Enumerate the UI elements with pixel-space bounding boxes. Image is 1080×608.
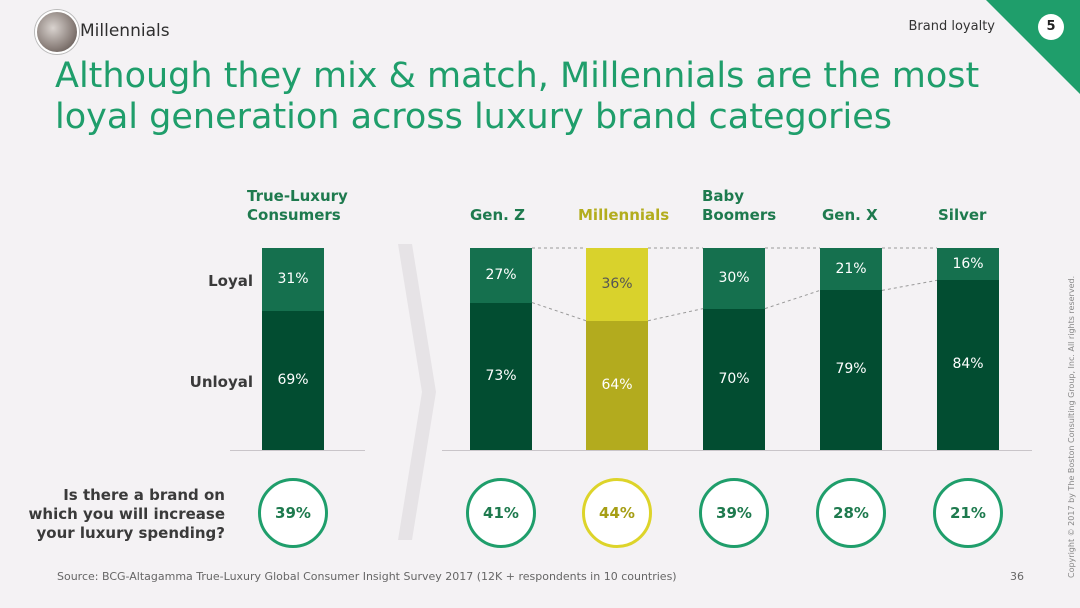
increase-spending-ring: 41%: [466, 478, 536, 548]
bar-loyal: 36%: [586, 248, 648, 321]
bar-loyal-label: 21%: [835, 261, 867, 277]
source-note: Source: BCG-Altagamma True-Luxury Global…: [57, 570, 677, 583]
bar-loyal-label: 16%: [952, 256, 984, 272]
bar-loyal: 27%: [470, 248, 532, 303]
section-badge: 5: [1038, 14, 1064, 40]
section-label: Millennials: [80, 21, 170, 41]
bar-unloyal: 69%: [262, 310, 324, 450]
connector-split-line: [764, 289, 821, 310]
question-text: Is there a brand on which you will incre…: [28, 486, 225, 542]
bar-unloyal-label: 84%: [952, 356, 984, 373]
increase-spending-ring: 21%: [933, 478, 1003, 548]
bar-loyal: 21%: [820, 248, 882, 291]
baseline-left: [230, 450, 365, 451]
col-head-silver: Silver: [938, 206, 987, 224]
bar-loyal-label: 36%: [601, 276, 633, 292]
row-label-loyal: Loyal: [208, 272, 253, 290]
col-head-true-luxury: True-Luxury Consumers: [247, 187, 348, 224]
bar-loyal-label: 30%: [718, 270, 750, 286]
baseline-right: [442, 450, 1032, 451]
avatar: [35, 10, 79, 54]
bar-loyal-label: 27%: [485, 267, 517, 283]
bar-unloyal: 79%: [820, 290, 882, 450]
col-head-gen-z: Gen. Z: [470, 206, 525, 224]
separator-chevron: [398, 244, 436, 540]
increase-spending-ring: 39%: [699, 478, 769, 548]
connector-split-line: [531, 302, 587, 322]
copyright-note: Copyright © 2017 by The Boston Consultin…: [1067, 275, 1076, 578]
bar-unloyal: 73%: [470, 302, 532, 450]
bar-unloyal-label: 73%: [485, 367, 517, 384]
bar-loyal: 31%: [262, 248, 324, 311]
col-head-millennials: Millennials: [578, 206, 670, 224]
bar-unloyal-label: 64%: [601, 376, 633, 393]
connector-split-line: [647, 308, 704, 322]
page-number: 36: [1010, 570, 1024, 583]
bar-unloyal: 64%: [586, 320, 648, 450]
bar-unloyal-label: 69%: [277, 371, 309, 388]
row-label-unloyal: Unloyal: [189, 373, 253, 391]
bar-unloyal-label: 79%: [835, 361, 867, 378]
topic-label: Brand loyalty: [908, 19, 995, 34]
corner-decoration: [986, 0, 1080, 94]
bar-unloyal-label: 70%: [718, 370, 750, 387]
bar-unloyal: 70%: [703, 308, 765, 450]
page-title: Although they mix & match, Millennials a…: [55, 56, 980, 137]
bar-unloyal: 84%: [937, 280, 999, 450]
bar-loyal: 30%: [703, 248, 765, 309]
col-head-gen-x: Gen. X: [822, 206, 878, 224]
col-head-baby-boomers: Baby Boomers: [702, 187, 777, 224]
increase-spending-ring: 44%: [582, 478, 652, 548]
bar-loyal: 16%: [937, 248, 999, 281]
increase-spending-ring: 28%: [816, 478, 886, 548]
bar-loyal-label: 31%: [277, 271, 309, 287]
connector-split-line: [881, 279, 938, 291]
increase-spending-ring: 39%: [258, 478, 328, 548]
